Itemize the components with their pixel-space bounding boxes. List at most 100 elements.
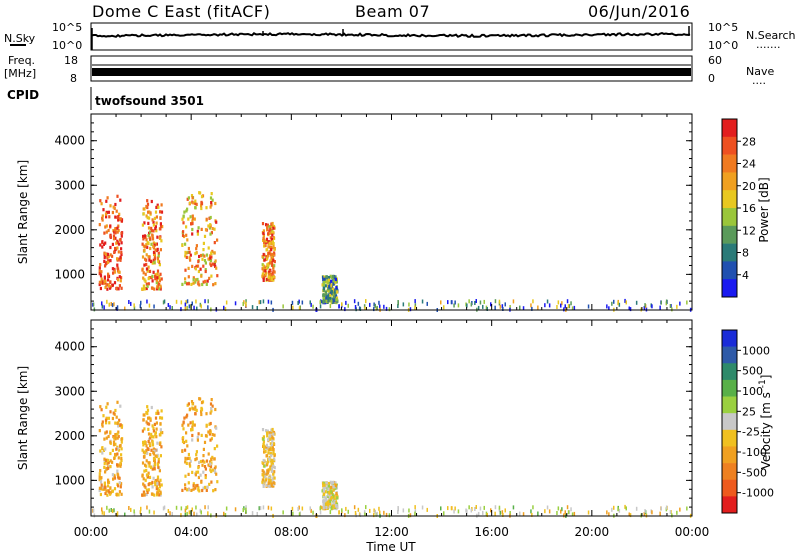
heatmap-cell [204, 261, 207, 265]
heatmap-cell [146, 408, 150, 412]
heatmap-cell [205, 459, 209, 463]
heatmap-cell [335, 286, 338, 290]
heatmap-cell [197, 475, 200, 480]
heatmap-cell [197, 280, 200, 284]
heatmap-cell [149, 230, 152, 234]
heatmap-cell [273, 466, 276, 470]
heatmap-cell [266, 228, 269, 232]
heatmap-cell [376, 305, 378, 310]
heatmap-cell [103, 231, 106, 235]
heatmap-cell [325, 275, 328, 279]
heatmap-cell [156, 272, 159, 276]
heatmap-cell [152, 476, 155, 480]
heatmap-cell [334, 483, 337, 487]
heatmap-cell [568, 304, 571, 309]
colorbar-swatch [722, 330, 737, 347]
heatmap-cell [99, 272, 102, 276]
heatmap-cell [184, 281, 187, 285]
heatmap-cell [504, 302, 506, 307]
heatmap-cell [486, 513, 488, 517]
heatmap-cell [159, 430, 163, 434]
heatmap-cell [141, 287, 144, 291]
heatmap-cell [200, 195, 204, 199]
heatmap-cell [99, 243, 102, 247]
heatmap-cell [266, 429, 269, 433]
heatmap-cell [145, 286, 148, 291]
heatmap-cell [556, 511, 558, 515]
heatmap-cell [156, 441, 159, 445]
heatmap-cell [310, 302, 312, 307]
heatmap-cell [266, 223, 269, 227]
heatmap-cell [335, 287, 339, 291]
heatmap-cell [112, 205, 115, 209]
heatmap-cell [120, 276, 123, 280]
heatmap-cell [184, 448, 187, 452]
heatmap-cell [145, 420, 148, 424]
heatmap-cell [155, 242, 158, 246]
heatmap-cell [197, 466, 200, 470]
heatmap-cell [104, 225, 107, 229]
heatmap-cell [270, 256, 273, 260]
heatmap-cell [669, 510, 672, 514]
heatmap-cell [118, 418, 121, 422]
heatmap-cell [502, 307, 504, 311]
heatmap-cell [186, 511, 188, 516]
velocity-colorbar-frame [721, 329, 738, 514]
heatmap-cell [111, 416, 114, 421]
heatmap-cell [184, 277, 187, 281]
heatmap-cell [185, 506, 187, 511]
heatmap-cell [116, 257, 119, 261]
x-tick-label: 04:00 [174, 525, 209, 539]
heatmap-cell [490, 302, 492, 307]
heatmap-cell [116, 447, 119, 451]
heatmap-cell [272, 484, 275, 488]
colorbar-swatch [722, 479, 737, 497]
cpid-text: twofsound 3501 [95, 94, 204, 108]
heatmap-cell [102, 448, 105, 452]
heatmap-cell [327, 493, 330, 497]
heatmap-cell [145, 473, 149, 477]
heatmap-cell [193, 423, 196, 427]
heatmap-cell [158, 482, 161, 486]
heatmap-cell [128, 506, 130, 510]
heatmap-cell [566, 299, 569, 304]
heatmap-cell [266, 263, 269, 267]
heatmap-cell [143, 484, 146, 488]
heatmap-cell [297, 507, 299, 511]
heatmap-cell [263, 464, 266, 468]
freq-frame [90, 55, 693, 82]
heatmap-cell [120, 286, 123, 290]
heatmap-cell [112, 271, 115, 275]
heatmap-cell [270, 434, 273, 438]
heatmap-cell [606, 304, 608, 309]
heatmap-cell [133, 512, 136, 517]
heatmap-cell [210, 513, 212, 518]
heatmap-cell [195, 202, 198, 206]
heatmap-cell [272, 224, 276, 229]
heatmap-cell [499, 304, 502, 309]
heatmap-cell [119, 461, 122, 465]
heatmap-cell [322, 286, 326, 290]
heatmap-cell [144, 245, 147, 249]
heatmap-cell [209, 215, 212, 220]
heatmap-cell [114, 227, 117, 231]
heatmap-cell [264, 244, 267, 248]
heatmap-cell [155, 427, 158, 431]
heatmap-cell [159, 422, 162, 426]
heatmap-cell [201, 257, 204, 261]
heatmap-cell [116, 194, 119, 198]
heatmap-cell [105, 430, 108, 434]
heatmap-cell [200, 304, 202, 309]
heatmap-cell [363, 510, 366, 515]
heatmap-cell [347, 509, 349, 514]
power-plot-area [91, 114, 692, 310]
heatmap-cell [686, 300, 688, 305]
heatmap-cell [100, 202, 103, 206]
heatmap-cell [324, 301, 327, 305]
heatmap-cell [114, 452, 117, 457]
heatmap-cell [216, 274, 219, 278]
heatmap-cell [374, 303, 376, 308]
heatmap-cell [158, 287, 161, 291]
heatmap-cell [264, 450, 267, 454]
heatmap-cell [676, 510, 678, 515]
